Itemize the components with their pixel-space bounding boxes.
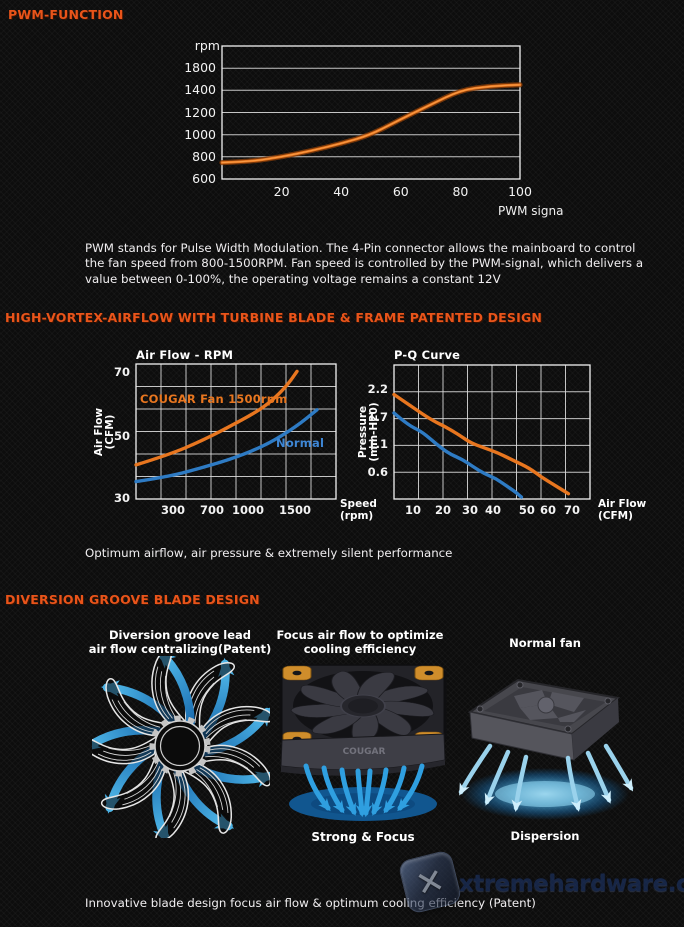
fan2-label-line2: cooling efficiency [303,642,417,656]
fan-speed-rpm-curve [220,83,522,164]
pq-curve-chart: P-Q Curve Pressure (mm-H20) Air Flow (CF… [356,340,684,535]
heading-high-vortex: HIGH-VORTEX-AIRFLOW WITH TURBINE BLADE &… [5,310,543,325]
x-tick-label: 1500 [278,503,311,517]
x-axis-title: Speed (rpm) [340,498,377,522]
heading-diversion-groove: DIVERSION GROOVE BLADE DESIGN [5,592,260,607]
y-tick-label: 1000 [184,126,216,142]
x-tick-label: 30 [462,503,479,517]
fan1-label-line2: air flow centralizing(Patent) [88,642,272,656]
cougar-fan-body: COUGAR [279,664,447,776]
y-tick-label: 1200 [184,104,216,120]
dispersion-arrows [458,743,634,813]
x-tick-label: 40 [484,503,501,517]
chart-title: Air Flow - RPM [136,348,234,362]
x-axis-title: Air Flow (CFM) [598,498,647,522]
x-tick-label: 20 [434,503,451,517]
x-axis-title: PWM signa [498,204,564,218]
x-tick-label: 80 [452,184,469,199]
y-tick-label: 0.6 [367,465,388,479]
airflow-rpm-chart: Air Flow - RPM Air Flow (CFM) Speed (rpm… [88,340,377,535]
y-tick-label: 600 [192,171,216,186]
x-axis-title-line1: Speed [340,498,377,510]
x-tick-label: 300 [160,503,185,517]
y-tick-label: 70 [113,365,130,379]
y-axis-title: Pressure (mm-H20) [357,390,380,474]
watermark-text: xtremehardware.com [459,871,684,897]
airflow-rpm-chart-canvas [134,363,337,500]
x-tick-label: 60 [392,184,409,199]
series-label-cougar: COUGAR Fan 1500rpm [140,392,288,406]
cougar-fan-1500rpm-curve [134,369,299,467]
cougar-logo-text: COUGAR [343,747,386,757]
cougar-fan-illustration: COUGAR [268,648,458,842]
x-axis-title-line1: Air Flow [598,498,647,510]
normal-fan-body [467,678,621,761]
focus-arrows [303,763,425,818]
y-tick-label: 30 [113,491,130,505]
fan-hub-gear-ring [149,715,211,777]
x-axis-title-line2: (CFM) [598,509,633,522]
fan1-label: Diversion groove lead air flow centraliz… [70,628,290,656]
pq-curve-chart-canvas [392,364,591,500]
y-tick-label: 1400 [184,82,216,98]
y-tick-label: 1.1 [367,437,388,451]
pwm-rpm-chart: rpm PWM signa 1800 1400 1200 1000 800 600 20 40… [180,38,584,233]
normal-fan-illustration [456,660,638,836]
fan2-caption: Strong & Focus [311,830,415,844]
watermark: ✕ xtremehardware.com [397,849,684,923]
x-axis-title-line2: (rpm) [340,509,374,522]
fan3-caption: Dispersion [510,829,580,843]
cougar-fan-curve [392,392,571,496]
optimum-airflow-line: Optimum airflow, air pressure & extremel… [85,546,453,560]
y-tick-label: 1.7 [367,410,388,424]
chart-title: P-Q Curve [394,348,461,362]
fan-hub [154,720,206,772]
y-axis-title-line2: (mm-H20) [368,402,380,462]
innovative-line: Innovative blade design focus air flow &… [85,896,536,910]
y-tick-label: 800 [192,148,216,164]
heading-pwm-function: PWM-FUNCTION [8,7,124,22]
x-tick-label: 50 [518,503,535,517]
normal-fan-curve [392,411,524,499]
fan2-label: Focus air flow to optimize cooling effic… [260,628,460,656]
x-tick-label: 10 [404,503,421,517]
fan3-label: Normal fan [509,636,581,650]
fan2-label-line1: Focus air flow to optimize [276,628,444,642]
x-tick-label: 70 [563,503,580,517]
pwm-rpm-chart-canvas [219,45,523,180]
x-tick-label: 1000 [231,503,264,517]
pwm-description: PWM stands for Pulse Width Modulation. T… [85,241,644,286]
x-tick-label: 100 [508,184,532,199]
fan1-label-line1: Diversion groove lead [108,628,252,642]
y-axis-unit-label: rpm [194,38,220,53]
y-tick-label: 50 [113,429,130,443]
x-tick-label: 40 [333,184,350,199]
x-tick-label: 700 [199,503,224,517]
x-tick-label: 20 [273,184,290,199]
y-tick-label: 2.2 [367,382,388,396]
diversion-fan-illustration [92,656,270,842]
x-tick-label: 60 [540,503,557,517]
diversion-fan-blades [92,656,270,838]
y-tick-label: 1800 [184,60,216,76]
normal-fan-curve [134,408,319,484]
series-label-normal: Normal [276,436,325,450]
